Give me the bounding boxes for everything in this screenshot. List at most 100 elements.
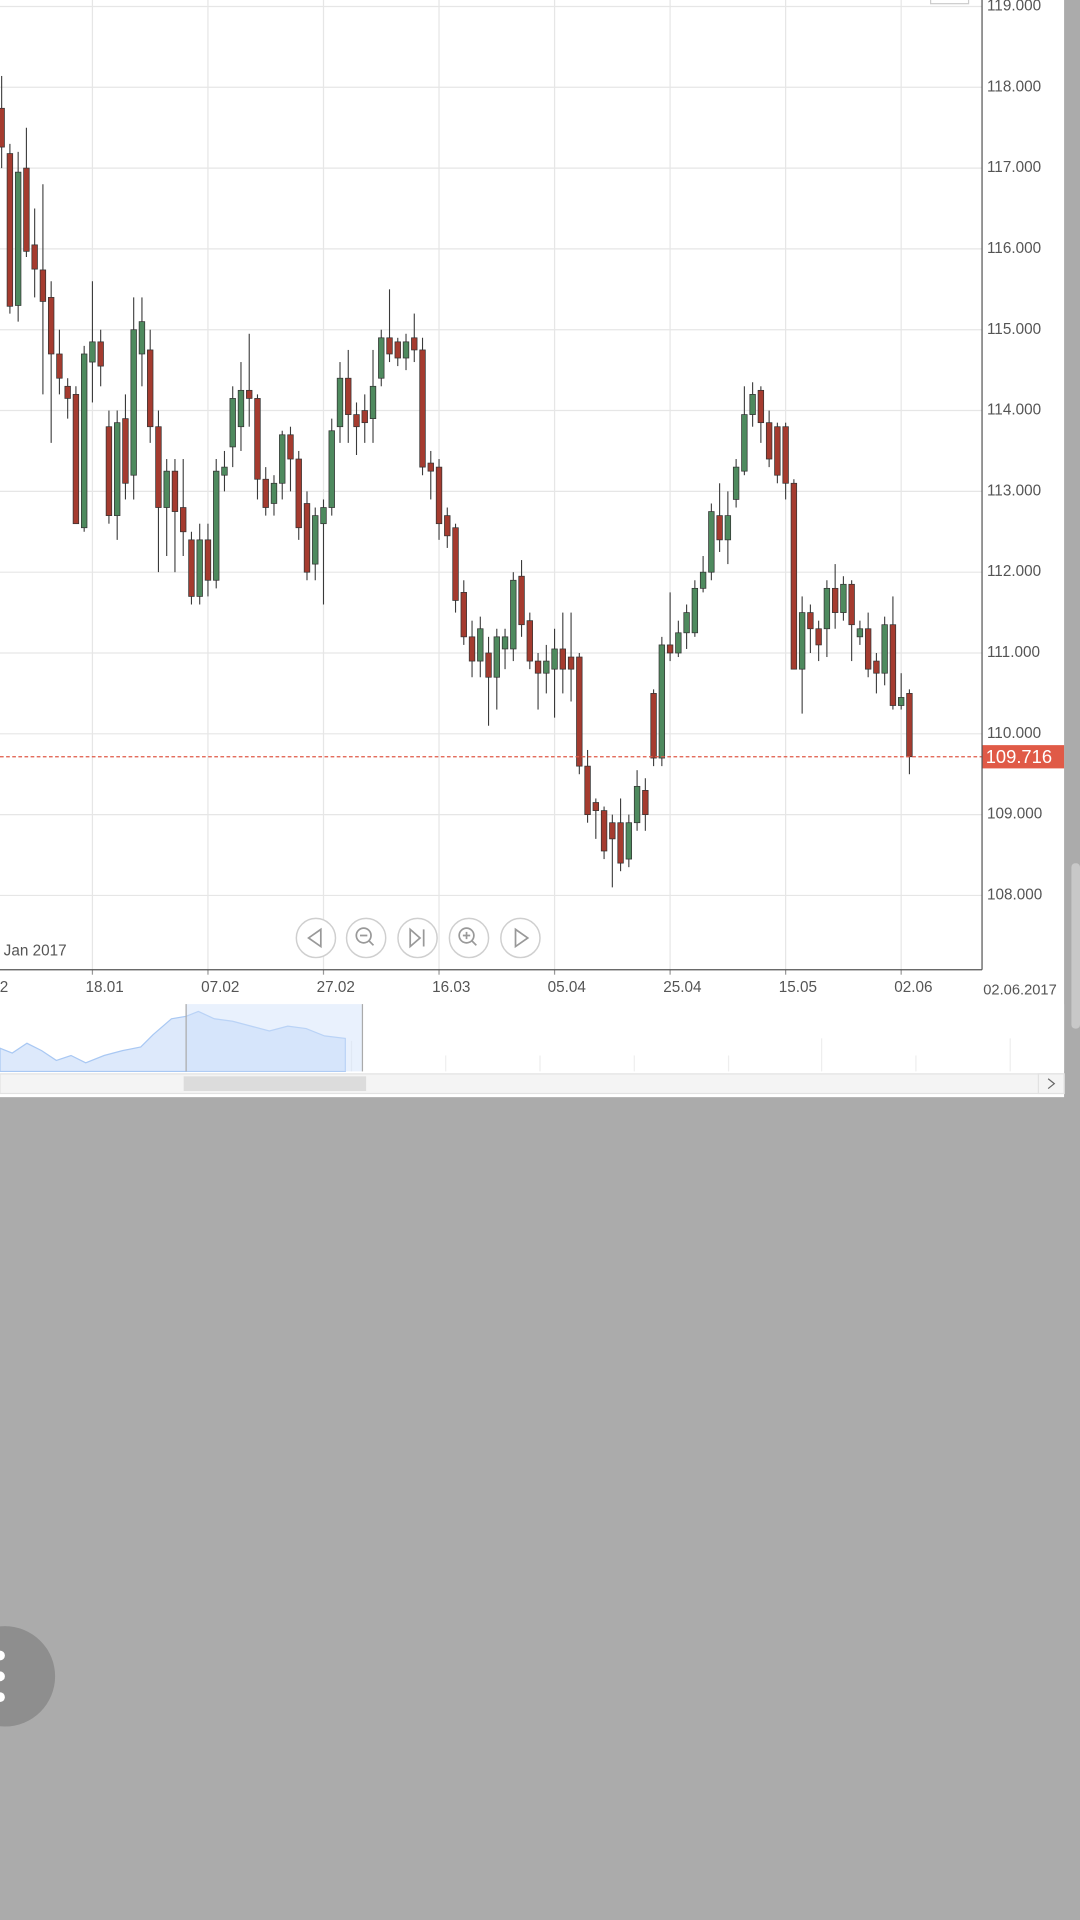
- candle-body: [221, 466, 228, 476]
- pan-right-button[interactable]: [500, 917, 541, 959]
- candle-body: [188, 539, 195, 597]
- candle-body: [180, 507, 187, 533]
- x-tick-label: 18.01: [86, 979, 124, 996]
- candle-body: [716, 515, 723, 541]
- top-control[interactable]: [930, 0, 970, 5]
- icon-reset: [409, 927, 425, 949]
- zoom-out-button[interactable]: [345, 917, 387, 959]
- x-tick-label: 28.12: [0, 979, 8, 996]
- candle-body: [840, 583, 847, 613]
- candle-body: [642, 790, 649, 815]
- candle-body: [411, 337, 418, 351]
- candle-body: [254, 398, 261, 480]
- candle-body: [798, 612, 806, 670]
- candle-body: [0, 107, 5, 148]
- candle-body: [353, 414, 360, 428]
- candle-body: [848, 583, 855, 626]
- candle-body: [807, 612, 814, 630]
- candle-body: [369, 385, 377, 419]
- candle-body: [584, 765, 591, 815]
- candle-body: [543, 660, 550, 674]
- candle-body: [6, 153, 14, 307]
- candle-body: [394, 341, 401, 359]
- candle-body: [287, 434, 294, 460]
- candle-body: [130, 329, 137, 476]
- scroll-right-icon: [1047, 1078, 1056, 1090]
- candle-body: [518, 575, 525, 626]
- zoom-in-button[interactable]: [448, 917, 490, 959]
- icon-zoom-in-detail: [462, 931, 477, 946]
- candle-body: [906, 693, 913, 758]
- candle-body: [336, 377, 344, 428]
- icon-zoom-in: [458, 927, 475, 944]
- candle-body: [881, 624, 888, 674]
- x-tick-label: 15.05: [779, 979, 817, 996]
- candle-body: [138, 321, 146, 355]
- y-tick-label: 119.000: [987, 0, 1041, 15]
- y-tick-label: 109.000: [987, 806, 1042, 823]
- candle-body: [724, 515, 732, 541]
- candle-body: [39, 269, 47, 302]
- candle-body: [609, 822, 616, 840]
- icon-left: [307, 927, 322, 949]
- candle-body: [64, 385, 71, 399]
- candle-body: [386, 337, 393, 355]
- fab-button[interactable]: [0, 1626, 56, 1727]
- x-tick-label: 02.06: [894, 979, 932, 996]
- candle-body: [23, 167, 30, 252]
- reset-button[interactable]: [397, 917, 438, 959]
- fab-dot: [0, 1671, 5, 1682]
- candle-body: [155, 426, 162, 508]
- date-label: 02.06.2017: [983, 982, 1057, 998]
- scrollbar-thumb[interactable]: [183, 1076, 367, 1092]
- candle-body: [576, 656, 583, 767]
- candle-body: [468, 636, 476, 662]
- candle-body: [89, 341, 96, 363]
- candle-body: [897, 697, 905, 706]
- candle-body: [650, 693, 657, 759]
- candle-body: [633, 785, 641, 824]
- candle-body: [782, 426, 789, 484]
- candle-body: [279, 434, 286, 484]
- candle-body: [534, 660, 542, 674]
- candle-body: [625, 822, 633, 860]
- candle-body: [213, 470, 220, 581]
- candle-body: [856, 628, 864, 638]
- candle-body: [526, 620, 533, 662]
- candle-body: [749, 394, 756, 415]
- y-tick-label: 115.000: [987, 321, 1041, 338]
- candle-body: [617, 822, 624, 864]
- y-tick-label: 117.000: [987, 159, 1041, 176]
- nav-icons: [307, 927, 530, 949]
- candle-body: [815, 628, 822, 646]
- candle-body: [171, 470, 179, 512]
- candle-body: [675, 632, 682, 654]
- icon-zoom-out: [355, 927, 372, 944]
- candle-body: [708, 511, 715, 573]
- candle-body: [567, 656, 575, 670]
- scroll-right-button[interactable]: [1037, 1073, 1065, 1095]
- candle-body: [873, 660, 880, 674]
- y-tick-label: 118.000: [987, 78, 1041, 95]
- y-tick-label: 110.000: [987, 725, 1041, 742]
- candle-body: [246, 389, 253, 399]
- candle-body: [303, 503, 311, 573]
- candle-body: [460, 592, 467, 638]
- period-label: Jan 2017: [4, 942, 67, 959]
- candle-body: [699, 571, 707, 589]
- candle-body: [328, 430, 335, 508]
- candle-body: [831, 587, 839, 613]
- fab-dot: [0, 1650, 5, 1661]
- candle-body: [229, 398, 236, 448]
- candle-body: [270, 482, 278, 504]
- pan-left-button[interactable]: [295, 917, 337, 959]
- candle-body: [122, 418, 129, 484]
- y-tick-label: 113.000: [987, 482, 1041, 499]
- navigator: [0, 1004, 1065, 1095]
- candle-body: [237, 389, 245, 428]
- candle-body: [361, 410, 368, 424]
- x-tick-label: 16.03: [432, 979, 470, 996]
- fab: [0, 1626, 56, 1727]
